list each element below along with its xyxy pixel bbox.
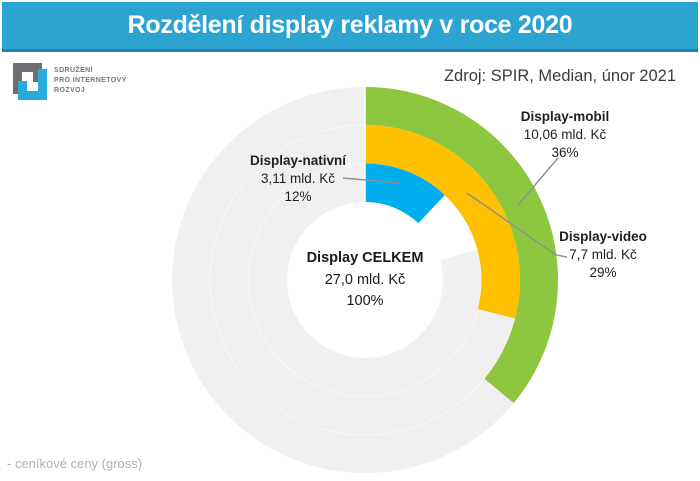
footnote-gross-prices: - ceníkové ceny (gross) — [7, 456, 143, 471]
source-note: Zdroj: SPIR, Median, únor 2021 — [443, 67, 677, 85]
callout-nativni-value: 3,11 mld. Kč — [260, 171, 336, 186]
callout-nativni-pct: 12% — [284, 189, 312, 204]
center-total-value: 27,0 mld. Kč — [324, 271, 406, 288]
leader-line — [342, 177, 400, 184]
arc-display-video — [365, 125, 520, 319]
logo-line-1: SDRUŽENÍ — [54, 67, 93, 74]
spir-logo-icon — [13, 63, 47, 100]
callout-nativni-label: Display-nativní — [249, 153, 347, 168]
leader-line — [517, 157, 559, 206]
arc-display-mobil — [365, 87, 558, 404]
center-total-label: Display CELKEM — [306, 250, 424, 266]
callout-display-mobil: Display-mobil 10,06 mld. Kč 36% — [521, 108, 610, 162]
logo-line-3: ROZVOJ — [54, 87, 86, 94]
leader-line — [466, 192, 568, 258]
donut-center-total: Display CELKEM 27,0 mld. Kč 100% — [307, 248, 424, 313]
spir-logo-text: SDRUŽENÍ PRO INTERNETOVÝ ROZVOJ — [54, 63, 127, 100]
callout-mobil-label: Display-mobil — [520, 109, 610, 124]
arc-display-nativn- — [365, 163, 445, 224]
callout-display-nativni: Display-nativní 3,11 mld. Kč 12% — [250, 152, 346, 206]
callout-video-value: 7,7 mld. Kč — [569, 247, 637, 262]
spir-logo: SDRUŽENÍ PRO INTERNETOVÝ ROZVOJ — [13, 63, 127, 100]
inner-track-white-gap — [418, 195, 478, 260]
callout-mobil-value: 10,06 mld. Kč — [523, 127, 607, 142]
logo-line-2: PRO INTERNETOVÝ — [54, 77, 127, 84]
callout-display-video: Display-video 7,7 mld. Kč 29% — [559, 228, 647, 282]
callout-mobil-pct: 36% — [551, 145, 579, 160]
callout-video-pct: 29% — [589, 265, 617, 280]
header-bar: Rozdělení display reklamy v roce 2020 — [2, 2, 698, 52]
callout-video-label: Display-video — [559, 229, 647, 244]
page-title: Rozdělení display reklamy v roce 2020 — [127, 11, 573, 39]
center-total-pct: 100% — [346, 293, 384, 309]
